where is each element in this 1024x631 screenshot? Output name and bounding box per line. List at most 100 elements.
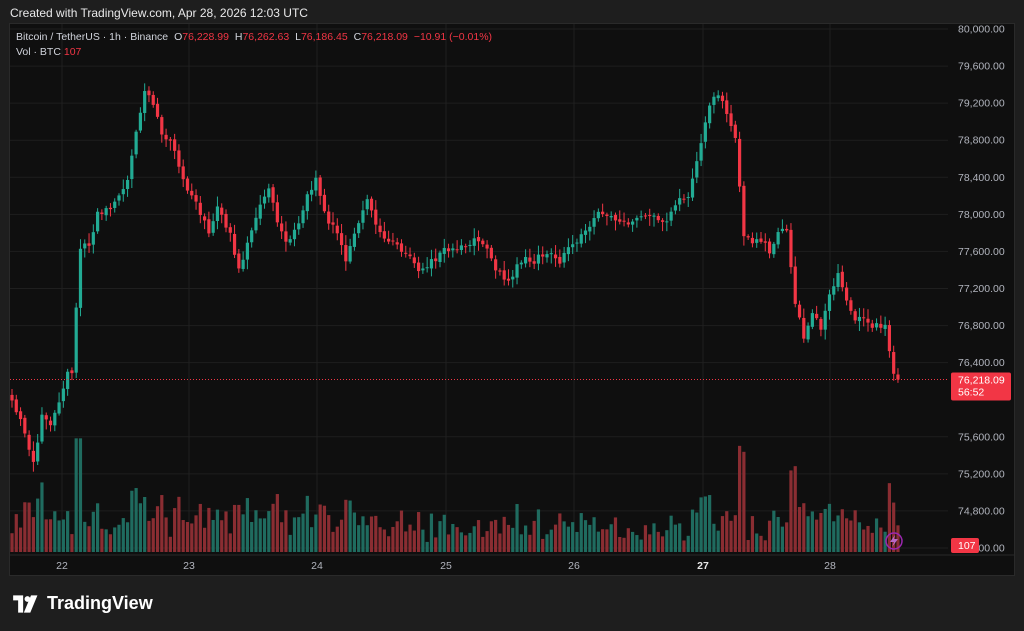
candle-body [429,259,434,269]
candle-body [310,189,314,195]
volume-bar [117,524,121,552]
candle-body [536,254,541,264]
candle-body [237,253,241,269]
volume-bar [143,496,147,552]
volume-bar [725,511,729,552]
candle-body [271,187,275,203]
open-value: 76,228.99 [182,31,229,43]
symbol-label[interactable]: Bitcoin / TetherUS · 1h · Binance [16,31,169,43]
volume-bar [682,540,686,552]
volume-bar [417,512,421,552]
candle-body [558,256,562,264]
candle-body [695,161,699,178]
candle-body [361,210,365,223]
volume-bar [643,525,648,552]
volume-bar [425,541,429,552]
y-tick-label: 75,200.00 [958,468,1005,480]
y-tick-label: 78,000.00 [958,209,1005,221]
candle-body [417,262,421,272]
candle-body [545,254,549,258]
volume-bar [549,529,553,552]
volume-bar [245,498,249,552]
candle-body [635,217,639,221]
volume-bar [536,509,541,552]
candle-body [434,258,438,262]
volume-bar [57,520,61,552]
volume-bar [451,523,455,552]
volume-bar [468,532,472,552]
volume-bar [579,513,583,552]
volume-bar [464,535,468,552]
volume-bar [305,495,309,552]
volume-bar [125,522,130,552]
y-tick-label: 77,200.00 [958,283,1005,295]
volume-bar [438,521,442,552]
volume-bar [708,495,712,552]
tradingview-brand[interactable]: TradingView [11,593,153,614]
candle-body [365,199,369,210]
candle-body [125,179,130,190]
candle-body [468,244,472,247]
candle-body [335,225,339,234]
volume-bar [746,540,750,552]
volume-tag-bg [951,538,979,553]
candle-body [836,273,840,287]
candle-body [819,318,823,330]
volume-bar [224,511,228,552]
candle-body [823,310,827,330]
lightning-button[interactable] [885,532,903,550]
candle-body [262,196,267,204]
candle-body [378,225,382,233]
volume-bar [733,515,737,552]
volume-bar [797,507,802,552]
candle-body [815,313,819,319]
x-tick-label: 26 [568,560,580,572]
volume-bar [314,514,318,552]
volume-bar [476,520,481,552]
candle-body [203,216,207,221]
candle-body [258,204,262,219]
volume-bar [673,524,677,552]
ohlc-legend: Bitcoin / TetherUS · 1h · Binance O76,22… [16,31,495,43]
volume-bar [369,516,374,552]
volume-bar [596,531,600,552]
candle-body [155,103,160,117]
candle-body [793,266,797,304]
chart-created-caption: Created with TradingView.com, Apr 28, 20… [10,6,308,20]
candle-body [785,228,789,231]
candle-body [759,238,763,242]
volume-bar [665,530,669,552]
candle-body [177,150,181,167]
volume-bar [524,525,528,552]
volume-bar [767,520,772,552]
candle-body [224,213,228,228]
volume-bar [292,517,297,552]
volume-bar [344,499,348,552]
candle-body [292,229,297,240]
candle-body [519,262,523,265]
candle-body [14,399,18,413]
candle-body [322,194,327,212]
candle-body [117,195,121,201]
candle-body [896,374,900,380]
volume-bar [421,529,425,552]
candle-body [352,233,356,247]
volume-bar [686,535,690,552]
candle-body [61,388,65,402]
candle-body [181,166,185,180]
candle-body [866,318,870,323]
volume-bar [656,531,660,552]
candle-body [763,241,767,243]
volume-bar [870,532,874,552]
candle-body [883,324,887,329]
candle-body [23,417,27,434]
volume-bar [742,451,746,552]
price-tag-bg[interactable] [951,372,1011,401]
candle-body [48,420,53,426]
volume-bar [558,513,562,552]
candle-body [827,294,832,311]
volume-bar [91,511,95,552]
candle-body [395,242,399,245]
candle-body [220,207,224,215]
